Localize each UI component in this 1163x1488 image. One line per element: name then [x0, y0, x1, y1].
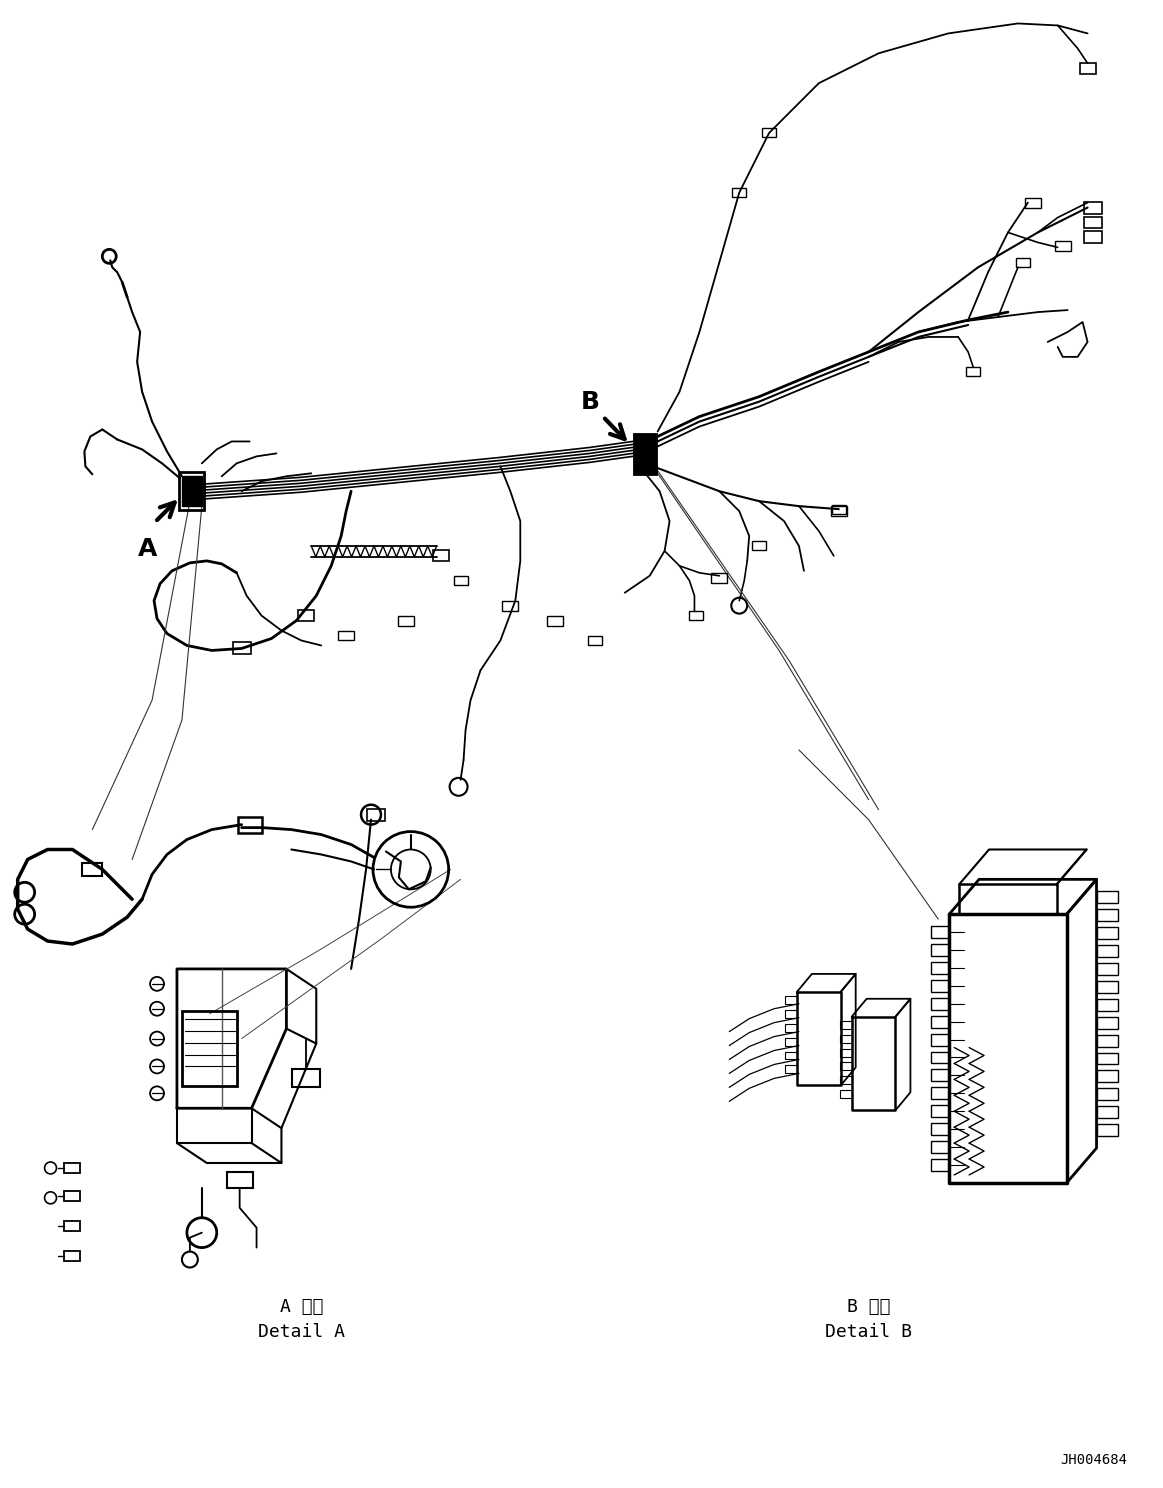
Text: B 詳細: B 詳細 [847, 1299, 891, 1317]
Text: A: A [137, 537, 157, 561]
Bar [932, 1123, 949, 1135]
Bar [1097, 998, 1119, 1010]
Text: Detail B: Detail B [825, 1323, 912, 1341]
Bar [547, 616, 563, 625]
Bar [1079, 62, 1096, 74]
Bar [588, 635, 602, 644]
Bar [832, 504, 846, 513]
Bar [785, 1052, 797, 1059]
Bar [1016, 257, 1030, 266]
Bar [932, 1159, 949, 1171]
Bar [1097, 1070, 1119, 1082]
Bar [1084, 232, 1101, 244]
Bar [932, 1034, 949, 1046]
Bar [690, 612, 704, 620]
Bar [64, 1190, 80, 1201]
Bar [64, 1250, 80, 1260]
Bar [1097, 1034, 1119, 1046]
Bar [179, 472, 205, 510]
Bar [64, 1220, 80, 1231]
Bar [454, 576, 468, 585]
Bar [785, 1010, 797, 1018]
Bar [932, 1106, 949, 1117]
Bar [932, 1016, 949, 1028]
Bar [840, 1062, 851, 1070]
Bar [840, 1076, 851, 1085]
Bar [712, 573, 727, 583]
Bar [292, 1070, 320, 1088]
Text: A 詳細: A 詳細 [279, 1299, 323, 1317]
Bar [966, 368, 980, 376]
Bar [1097, 927, 1119, 939]
Bar [733, 187, 747, 196]
Bar [183, 1012, 237, 1086]
Text: B: B [580, 390, 599, 414]
Bar [299, 610, 314, 620]
Bar [785, 1037, 797, 1046]
Bar [932, 926, 949, 937]
Bar [1097, 1016, 1119, 1028]
Bar [752, 542, 766, 551]
Bar [1097, 945, 1119, 957]
Bar [634, 434, 656, 475]
Bar [1097, 1123, 1119, 1137]
Bar [1084, 217, 1101, 229]
Bar [634, 434, 656, 475]
Bar [181, 476, 202, 506]
Bar [1097, 891, 1119, 903]
Bar [932, 943, 949, 955]
Bar [64, 1164, 80, 1173]
Bar [932, 1052, 949, 1064]
Bar [1097, 1106, 1119, 1117]
Bar [830, 506, 847, 516]
Bar [932, 961, 949, 975]
Bar [502, 601, 519, 610]
Bar [932, 981, 949, 992]
Bar [785, 1065, 797, 1073]
Bar [1084, 201, 1101, 214]
Bar [932, 998, 949, 1010]
Bar [1097, 909, 1119, 921]
Bar [368, 808, 385, 821]
Bar [83, 863, 102, 876]
Bar [785, 1024, 797, 1031]
Bar [237, 817, 262, 833]
Bar [433, 551, 449, 561]
Text: JH004684: JH004684 [1061, 1452, 1127, 1467]
Bar [1097, 963, 1119, 975]
Bar [840, 1034, 851, 1043]
Bar [1097, 1052, 1119, 1064]
Bar [762, 128, 776, 137]
Bar [932, 1070, 949, 1082]
Bar [233, 643, 250, 655]
Bar [840, 1021, 851, 1028]
Bar [1097, 981, 1119, 992]
Bar [785, 995, 797, 1004]
Bar [227, 1173, 252, 1187]
Bar [1055, 241, 1071, 251]
Bar [932, 1141, 949, 1153]
Bar [398, 616, 414, 625]
Bar [1097, 1088, 1119, 1100]
Text: Detail A: Detail A [258, 1323, 345, 1341]
Bar [840, 1091, 851, 1098]
Bar [338, 631, 354, 640]
Bar [1025, 198, 1041, 207]
Bar [932, 1088, 949, 1100]
Bar [840, 1049, 851, 1056]
